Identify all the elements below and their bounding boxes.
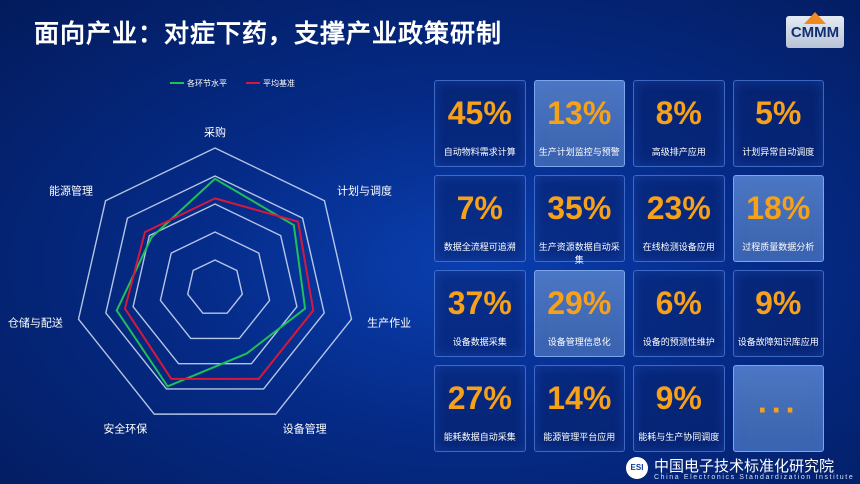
stat-card: 27% 能耗数据自动采集: [434, 365, 526, 452]
page-title: 面向产业：对症下药，支撑产业政策研制: [34, 19, 503, 48]
stat-percent: 27%: [447, 380, 512, 416]
stat-percent: 9%: [655, 380, 702, 416]
stat-label: 数据全流程可追溯: [443, 243, 516, 253]
stat-label: 高级排产应用: [651, 148, 706, 158]
stat-percent: 18%: [746, 190, 811, 226]
radar-ring: [186, 259, 244, 314]
stat-percent: 23%: [646, 190, 711, 226]
stat-label: 生产资源数据自动采集: [538, 243, 620, 266]
radar-ring: [132, 203, 298, 365]
cmmm-logo: CMMM: [782, 12, 848, 52]
stat-card: 5% 计划异常自动调度: [732, 80, 824, 167]
stat-card: 35% 生产资源数据自动采集: [533, 175, 625, 266]
stat-percent: 8%: [655, 95, 702, 131]
stat-card: 45% 自动物料需求计算: [434, 80, 526, 167]
stat-label: 设备数据采集: [452, 338, 507, 348]
stat-label: 能耗与生产协同调度: [638, 433, 720, 443]
logo-triangle-icon: [804, 12, 826, 24]
stat-percent: 9%: [755, 285, 802, 321]
stat-card: 23% 在线检测设备应用: [633, 175, 725, 262]
stat-percent: 37%: [447, 285, 512, 321]
legend-label: 平均基准: [263, 78, 295, 88]
radar-axis-label: 计划与调度: [337, 184, 392, 198]
stat-card: 8% 高级排产应用: [633, 80, 725, 167]
radar-ring: [105, 175, 325, 390]
radar-axis-label: 生产作业: [367, 316, 411, 330]
radar-ring: [159, 231, 271, 340]
stat-card: 29% 设备管理信息化: [533, 270, 625, 357]
org-name-cn: 中国电子技术标准化研究院: [654, 457, 835, 475]
stat-label: 在线检测设备应用: [642, 243, 715, 253]
stat-percent: 45%: [447, 95, 512, 131]
stat-card: 6% 设备的预测性维护: [633, 270, 725, 357]
stat-card: 9% 能耗与生产协同调度: [633, 365, 725, 452]
stat-label: 自动物料需求计算: [443, 148, 516, 158]
stat-label: 能耗数据自动采集: [443, 433, 516, 443]
more-ellipsis: ···: [757, 396, 800, 426]
stat-percent: 7%: [456, 190, 503, 226]
stats-grid: 45% 自动物料需求计算 13% 生产计划监控与预警 8% 高级排产应用 5% 计划异常自动调…: [434, 80, 824, 452]
radar-axis-label: 采购: [204, 125, 226, 139]
stat-card: 13% 生产计划监控与预警: [533, 80, 625, 167]
stat-card: 37% 设备数据采集: [434, 270, 526, 357]
stat-percent: 5%: [755, 95, 802, 131]
stat-card: 9% 设备故障知识库应用: [732, 270, 824, 357]
radar-axis-label: 能源管理: [49, 184, 93, 198]
stat-percent: 29%: [547, 285, 612, 321]
stat-card: 7% 数据全流程可追溯: [434, 175, 526, 262]
radar-ring: [77, 147, 353, 415]
radar-axis-label: 仓储与配送: [8, 316, 63, 330]
radar-series-line: [115, 177, 307, 388]
esi-logo-icon: ESI: [626, 457, 648, 479]
org-name-en: China Electronics Standardization Instit…: [654, 474, 855, 481]
stat-label: 设备管理信息化: [547, 338, 611, 348]
radar-series-line: [123, 197, 315, 380]
stat-label: 计划异常自动调度: [742, 148, 815, 158]
stat-card: 18% 过程质量数据分析: [732, 175, 824, 262]
stat-label: 过程质量数据分析: [742, 243, 815, 253]
stat-label: 能源管理平台应用: [543, 433, 616, 443]
stat-percent: 35%: [547, 190, 612, 226]
radar-axis-label: 设备管理: [283, 422, 327, 436]
stat-label: 设备故障知识库应用: [737, 338, 819, 348]
stat-percent: 13%: [547, 95, 612, 131]
stat-label: 设备的预测性维护: [642, 338, 715, 348]
radar-axis-label: 安全环保: [103, 422, 147, 436]
more-card: ···: [732, 365, 824, 452]
legend-label: 各环节水平: [187, 78, 227, 88]
logo-text: CMMM: [790, 24, 840, 41]
stat-percent: 6%: [655, 285, 702, 321]
stat-label: 生产计划监控与预警: [538, 148, 620, 158]
stat-percent: 14%: [547, 380, 612, 416]
stat-card: 14% 能源管理平台应用: [533, 365, 625, 452]
